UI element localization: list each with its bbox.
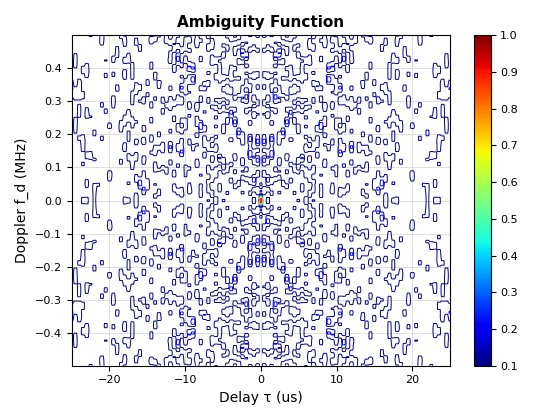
X-axis label: Delay τ (us): Delay τ (us) [219, 391, 303, 405]
Title: Ambiguity Function: Ambiguity Function [178, 15, 344, 30]
Y-axis label: Doppler f_d (MHz): Doppler f_d (MHz) [15, 138, 29, 263]
